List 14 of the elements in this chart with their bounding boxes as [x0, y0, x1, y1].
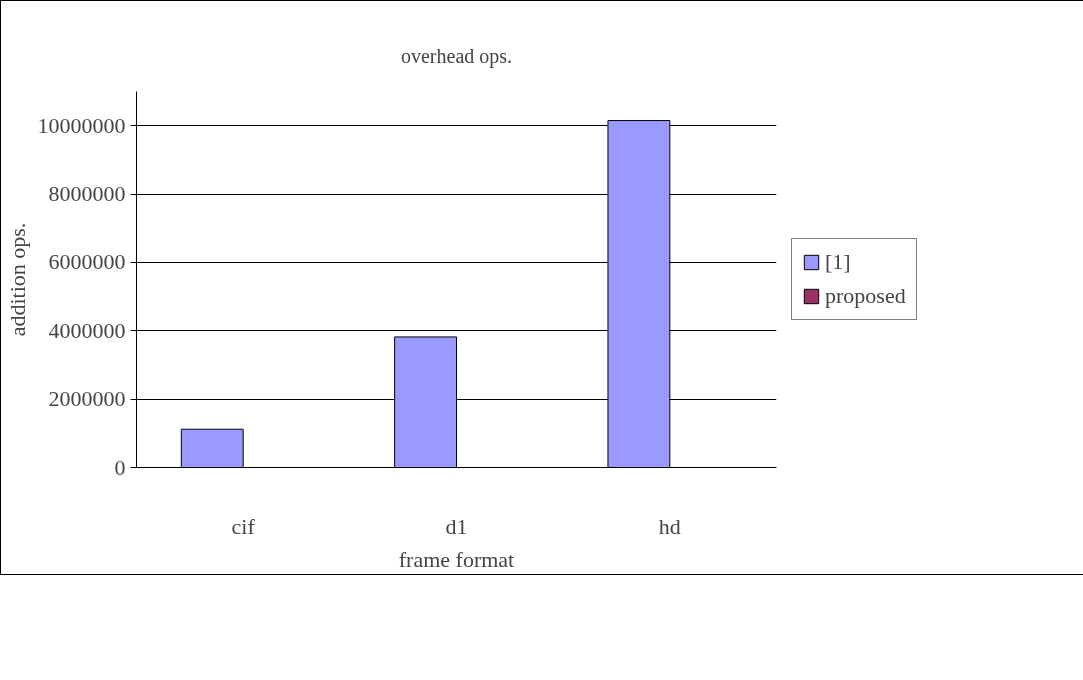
y-tick-label: 10000000 — [37, 112, 126, 138]
y-axis-title: addition ops. — [4, 222, 30, 337]
y-tick-label: 6000000 — [48, 249, 126, 275]
y-tick-label: 4000000 — [48, 317, 126, 343]
y-tick-label: 8000000 — [48, 181, 126, 207]
legend-label: [1] — [825, 249, 851, 275]
y-tick-label: 0 — [114, 454, 126, 480]
x-tick-label: cif — [231, 513, 256, 539]
legend-label: proposed — [825, 283, 906, 309]
chart-title: overhead ops. — [400, 44, 513, 68]
x-axis-title: frame format — [398, 546, 515, 572]
y-tick-label: 2000000 — [48, 386, 126, 412]
x-tick-label: d1 — [445, 513, 468, 539]
x-tick-label: hd — [658, 513, 681, 539]
